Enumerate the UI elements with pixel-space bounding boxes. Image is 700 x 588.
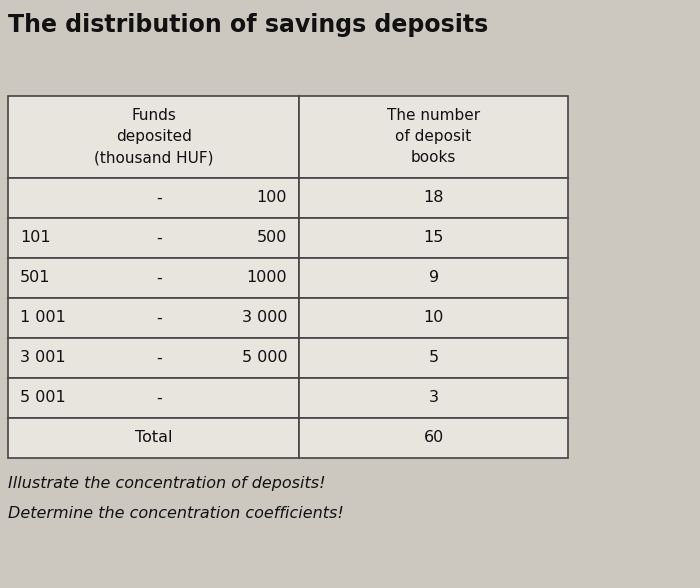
Text: 3 000: 3 000	[241, 310, 287, 326]
Text: 5 001: 5 001	[20, 390, 66, 406]
Text: Total: Total	[135, 430, 172, 446]
Text: Illustrate the concentration of deposits!: Illustrate the concentration of deposits…	[8, 476, 326, 491]
Bar	[299, 178, 568, 218]
Bar	[8, 96, 299, 178]
Bar	[8, 378, 299, 418]
Text: 1 001: 1 001	[20, 310, 66, 326]
Bar	[299, 218, 568, 258]
Text: 10: 10	[424, 310, 444, 326]
Text: 3 001: 3 001	[20, 350, 66, 366]
Text: -: -	[157, 191, 162, 205]
Bar	[299, 258, 568, 298]
Bar	[299, 418, 568, 458]
Text: 5 000: 5 000	[241, 350, 287, 366]
Text: -: -	[157, 350, 162, 366]
Text: 60: 60	[424, 430, 444, 446]
Text: 101: 101	[20, 230, 50, 246]
Text: 15: 15	[424, 230, 444, 246]
Bar	[299, 338, 568, 378]
Bar	[8, 298, 299, 338]
Bar	[8, 418, 299, 458]
Bar	[8, 258, 299, 298]
Text: -: -	[157, 270, 162, 286]
Text: -: -	[157, 230, 162, 246]
Bar	[299, 298, 568, 338]
Text: 18: 18	[424, 191, 444, 205]
Text: 501: 501	[20, 270, 50, 286]
Text: -: -	[157, 310, 162, 326]
Text: 3: 3	[428, 390, 439, 406]
Text: The distribution of savings deposits: The distribution of savings deposits	[8, 13, 489, 37]
Text: The number
of deposit
books: The number of deposit books	[387, 109, 480, 165]
Text: 5: 5	[428, 350, 439, 366]
Text: 9: 9	[428, 270, 439, 286]
Text: Determine the concentration coefficients!: Determine the concentration coefficients…	[8, 506, 344, 521]
Text: 100: 100	[257, 191, 287, 205]
Bar	[299, 378, 568, 418]
Text: 1000: 1000	[246, 270, 287, 286]
Bar	[8, 218, 299, 258]
Bar	[299, 96, 568, 178]
Bar	[8, 338, 299, 378]
Text: -: -	[157, 390, 162, 406]
Text: 500: 500	[257, 230, 287, 246]
Bar	[8, 178, 299, 218]
Text: Funds
deposited
(thousand HUF): Funds deposited (thousand HUF)	[94, 109, 214, 165]
